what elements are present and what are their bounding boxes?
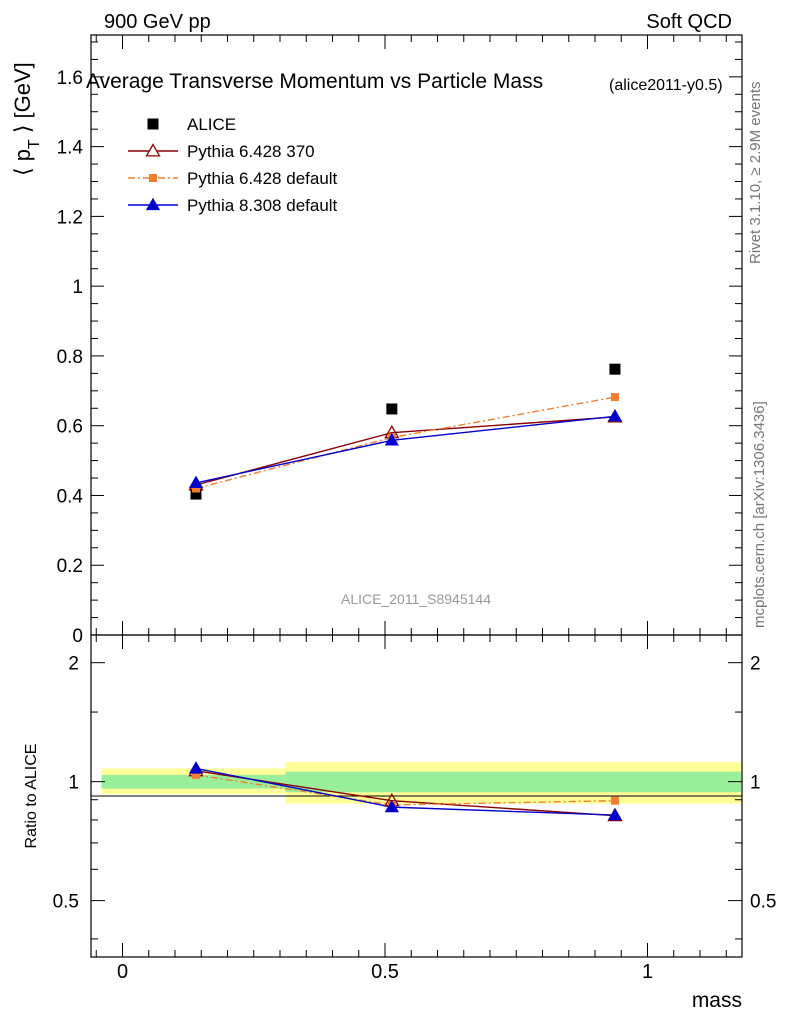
- series-line-pythia-6-428-default: [195, 396, 616, 490]
- ratio-y-tick-label-right: 0.5: [750, 892, 776, 913]
- legend-label: Pythia 8.308 default: [187, 196, 338, 215]
- uncertainty-band-green: [285, 771, 501, 793]
- data-point-alice: [386, 403, 398, 415]
- data-point-alice: [190, 488, 202, 500]
- main-ylabel: ⟨ pT ⟩ [GeV]: [10, 62, 43, 176]
- x-axis-label: mass: [692, 989, 742, 1012]
- header-right-label: Soft QCD: [646, 11, 732, 33]
- ratio-point-pythia-8-308-default: [188, 761, 204, 774]
- data-point-pythia-8-308-default: [188, 475, 204, 489]
- legend-marker-pythia-8-308-default: [145, 197, 161, 211]
- data-point-pythia-8-308-default: [607, 408, 623, 422]
- ratio-panel: 0.5 0.5 1 1 2 2 0 0.5 1 Ratio to ALICE mass: [23, 634, 776, 1012]
- ratio-point-pythia-8-308-default: [384, 799, 399, 813]
- main-title: Average Transverse Momentum vs Particle …: [86, 70, 543, 93]
- y-tick-label: 1.6: [57, 68, 83, 89]
- main-watermark: ALICE_2011_S8945144: [341, 591, 491, 607]
- uncertainty-band-green: [101, 774, 286, 789]
- ratio-point-pythia-6-428-default: [610, 796, 619, 805]
- mcplots-label: mcplots.cern.ch [arXiv:1306.3436]: [751, 401, 768, 628]
- series-line-pythia-6-428-370: [195, 416, 615, 486]
- ratio-ylabel: Ratio to ALICE: [23, 744, 40, 849]
- y-tick-label: 0.4: [57, 486, 84, 507]
- ratio-y-tick-label: 2: [68, 654, 79, 675]
- legend-label: Pythia 6.428 370: [187, 142, 315, 161]
- ratio-frame: [90, 634, 743, 958]
- ratio-point-pythia-6-428-default: [192, 770, 200, 779]
- y-tick-label: 0.8: [57, 347, 83, 368]
- main-subtitle: (alice2011-y0.5): [609, 77, 723, 94]
- y-tick-label: 1.4: [57, 138, 84, 159]
- series-line-pythia-8-308-default: [195, 415, 616, 484]
- x-tick-label: 1: [642, 961, 653, 983]
- data-point-pythia-8-308-default: [384, 433, 399, 446]
- legend-marker-pythia-6-428-default: [149, 174, 157, 182]
- data-point-alice: [609, 363, 621, 375]
- data-point-pythia-6-428-default: [610, 393, 619, 402]
- ratio-y-tick-label-right: 1: [750, 773, 761, 794]
- x-tick-label: 0: [117, 961, 128, 983]
- header-left-label: 900 GeV pp: [104, 11, 211, 33]
- y-tick-label: 0.6: [57, 417, 83, 438]
- legend: ALICE Pythia 6.428 370 Pythia 6.428 defaul…: [128, 115, 338, 215]
- ratio-y-tick-label: 1: [68, 773, 79, 794]
- y-tick-label: 0: [72, 626, 83, 647]
- ratio-point-pythia-8-308-default: [607, 807, 623, 821]
- data-point-pythia-6-428-default: [192, 484, 200, 493]
- ratio-y-tick-label-right: 2: [750, 654, 761, 675]
- x-tick-label: 0.5: [371, 961, 399, 983]
- y-tick-label: 1.2: [57, 207, 83, 228]
- legend-label: Pythia 6.428 default: [187, 169, 338, 188]
- main-panel: ALICE_2011_S8945144 Average Transverse M…: [10, 34, 743, 647]
- rivet-label: Rivet 3.1.10, ≥ 2.9M events: [747, 82, 764, 265]
- y-tick-label: 1: [72, 277, 83, 298]
- y-tick-label: 0.2: [57, 556, 83, 577]
- legend-marker-pythia-6-428-370: [145, 143, 161, 157]
- ratio-y-tick-label: 0.5: [53, 892, 79, 913]
- uncertainty-band-green: [500, 771, 741, 793]
- legend-label: ALICE: [187, 115, 236, 134]
- legend-marker-alice: [147, 118, 159, 130]
